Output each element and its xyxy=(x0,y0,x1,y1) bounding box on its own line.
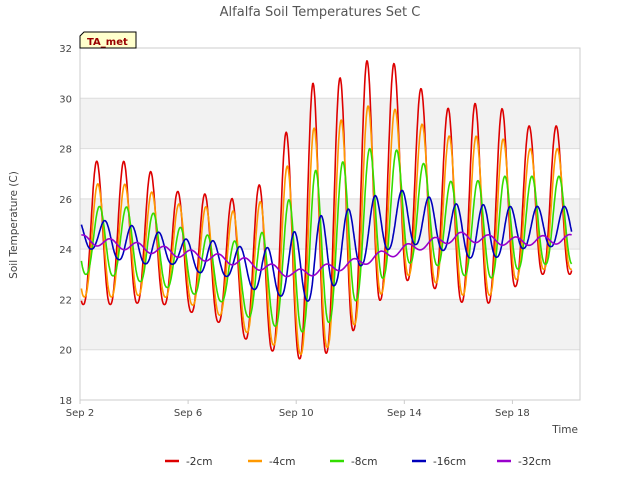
x-axis-label: Time xyxy=(551,424,578,436)
series-line-minus-4cm xyxy=(80,105,573,356)
legend-item: -16cm xyxy=(412,456,466,468)
series-line-minus-32cm xyxy=(81,231,572,278)
ta-met-badge-label: TA_met xyxy=(87,37,128,48)
y-tick-label: 22 xyxy=(59,295,72,306)
y-tick-label: 32 xyxy=(59,44,72,55)
legend-label: -32cm xyxy=(518,456,551,468)
x-tick-label: Sep 18 xyxy=(495,408,530,419)
ta-met-badge: TA_met xyxy=(79,31,137,49)
plot-band xyxy=(80,98,580,149)
legend: -2cm -4cm -8cm -16cm -32cm xyxy=(165,456,551,468)
series-line-minus-8cm xyxy=(80,147,573,333)
legend-label: -8cm xyxy=(351,456,377,468)
x-axis-ticks: Sep 2 Sep 6 Sep 10 Sep 14 Sep 18 xyxy=(66,400,530,419)
y-axis-ticks: 18 20 22 24 26 28 30 32 xyxy=(59,44,72,407)
y-tick-label: 18 xyxy=(59,396,72,407)
legend-item: -4cm xyxy=(248,456,295,468)
legend-label: -16cm xyxy=(433,456,466,468)
x-tick-label: Sep 2 xyxy=(66,408,94,419)
x-tick-label: Sep 10 xyxy=(279,408,314,419)
y-tick-label: 20 xyxy=(59,346,72,357)
plot-frame xyxy=(79,47,581,401)
y-tick-label: 30 xyxy=(59,94,72,105)
legend-label: -4cm xyxy=(269,456,295,468)
x-tick-label: Sep 14 xyxy=(387,408,422,419)
legend-label: -2cm xyxy=(186,456,212,468)
y-axis-label: Soil Temperature (C) xyxy=(8,171,20,279)
legend-item: -32cm xyxy=(497,456,551,468)
series-layer xyxy=(80,60,573,360)
legend-item: -8cm xyxy=(330,456,377,468)
y-tick-label: 24 xyxy=(59,245,72,256)
chart-title: Alfalfa Soil Temperatures Set C xyxy=(220,5,421,20)
legend-item: -2cm xyxy=(165,456,212,468)
x-tick-label: Sep 6 xyxy=(174,408,202,419)
series-line-minus-2cm xyxy=(80,60,573,360)
y-tick-label: 26 xyxy=(59,195,72,206)
y-tick-label: 28 xyxy=(59,145,72,156)
